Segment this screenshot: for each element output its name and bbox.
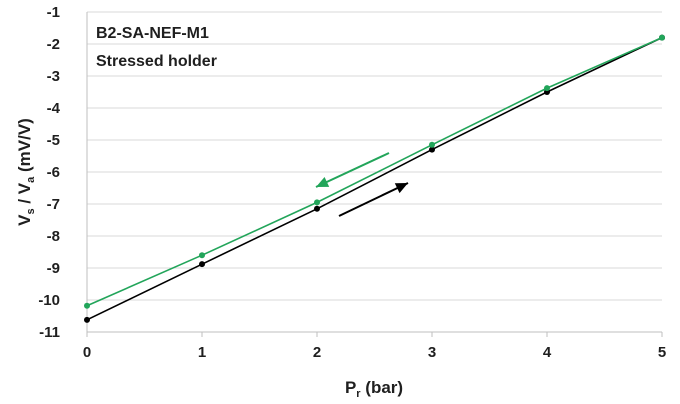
annotation-sample-id: B2-SA-NEF-M1 — [96, 25, 209, 42]
decreasing-arrow-head — [316, 176, 330, 187]
annotation-holder: Stressed holder — [96, 53, 217, 70]
increasing-arrow-head — [394, 183, 408, 194]
data-point-increasing — [199, 261, 205, 268]
data-point-decreasing — [314, 199, 320, 206]
y-tick-label: -9 — [47, 260, 60, 277]
y-tick-label: -3 — [47, 68, 60, 85]
y-tick-label: -8 — [47, 228, 60, 245]
axes — [86, 12, 663, 337]
y-tick-label: -10 — [38, 292, 60, 309]
x-tick-labels: 0 1 2 3 4 5 — [83, 344, 666, 361]
x-tick-label: 1 — [198, 344, 206, 361]
decreasing-arrow-shaft — [315, 152, 390, 188]
y-tick-label: -2 — [47, 36, 60, 53]
data-point-decreasing — [544, 85, 550, 92]
increasing-arrow-shaft — [338, 182, 409, 217]
increasing-arrow — [338, 182, 409, 217]
series-line-decreasing — [86, 36, 663, 307]
x-tick-label: 0 — [83, 344, 91, 361]
x-tick-label: 2 — [313, 344, 321, 361]
data-point-decreasing — [84, 302, 90, 309]
y-tick-label: -6 — [47, 164, 60, 181]
y-tick-labels: -1 -2 -3 -4 -5 -6 -7 -8 -9 -10 -11 — [38, 4, 60, 341]
y-tick-label: -5 — [47, 132, 60, 149]
y-tick-label: -1 — [47, 4, 60, 21]
data-point-increasing — [314, 205, 320, 212]
direction-arrows — [315, 152, 409, 217]
x-axis-label: Pr (bar) — [345, 378, 403, 400]
data-point-increasing — [429, 146, 435, 153]
data-point-decreasing — [659, 34, 665, 41]
x-tick-label: 5 — [658, 344, 666, 361]
data-point-decreasing — [199, 252, 205, 259]
y-axis-label: Vs / Va (mV/V) — [15, 118, 37, 226]
x-tick-label: 3 — [428, 344, 436, 361]
y-tick-label: -7 — [47, 196, 60, 213]
y-tick-label: -11 — [39, 324, 60, 341]
x-tick-label: 4 — [543, 344, 552, 361]
data-point-decreasing — [429, 141, 435, 148]
series-group — [84, 34, 665, 323]
series-line-increasing — [86, 36, 663, 321]
data-point-increasing — [84, 316, 90, 323]
y-tick-label: -4 — [47, 100, 61, 117]
decreasing-arrow — [315, 152, 390, 188]
